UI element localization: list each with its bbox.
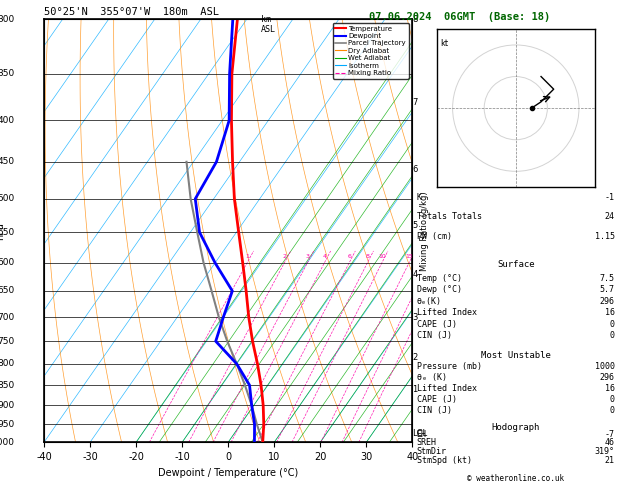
Text: θₑ (K): θₑ (K) xyxy=(416,373,447,382)
Text: CIN (J): CIN (J) xyxy=(416,331,452,340)
Text: CAPE (J): CAPE (J) xyxy=(416,395,457,404)
Text: 450: 450 xyxy=(0,157,14,166)
Text: 8: 8 xyxy=(365,254,369,259)
Text: 319°: 319° xyxy=(595,447,615,456)
Text: 46: 46 xyxy=(605,438,615,447)
Text: 550: 550 xyxy=(0,228,14,237)
X-axis label: Dewpoint / Temperature (°C): Dewpoint / Temperature (°C) xyxy=(158,468,298,478)
Text: 500: 500 xyxy=(0,194,14,203)
Text: 5.7: 5.7 xyxy=(600,285,615,294)
Text: -1: -1 xyxy=(605,192,615,202)
Text: 4: 4 xyxy=(323,254,326,259)
Text: 2: 2 xyxy=(282,254,286,259)
Text: SREH: SREH xyxy=(416,438,437,447)
Text: -7: -7 xyxy=(605,430,615,439)
Text: EH: EH xyxy=(416,430,426,439)
Text: Totals Totals: Totals Totals xyxy=(416,212,482,221)
Text: 6: 6 xyxy=(347,254,351,259)
Text: 1000: 1000 xyxy=(0,438,14,447)
Text: CAPE (J): CAPE (J) xyxy=(416,320,457,329)
Text: 4: 4 xyxy=(413,270,418,279)
Text: km
ASL: km ASL xyxy=(261,15,276,34)
Text: K: K xyxy=(416,192,421,202)
Text: hPa: hPa xyxy=(0,222,5,240)
Text: kt: kt xyxy=(440,39,448,48)
Text: 3: 3 xyxy=(306,254,309,259)
Text: Surface: Surface xyxy=(497,260,535,269)
Text: 650: 650 xyxy=(0,286,14,295)
Text: 5: 5 xyxy=(413,221,418,230)
Text: 0: 0 xyxy=(610,395,615,404)
Text: StmDir: StmDir xyxy=(416,447,447,456)
Legend: Temperature, Dewpoint, Parcel Trajectory, Dry Adiabat, Wet Adiabat, Isotherm, Mi: Temperature, Dewpoint, Parcel Trajectory… xyxy=(333,23,409,79)
Text: 350: 350 xyxy=(0,69,14,78)
Text: 1.15: 1.15 xyxy=(595,232,615,241)
Text: 750: 750 xyxy=(0,337,14,346)
Text: 1: 1 xyxy=(245,254,249,259)
Text: 0: 0 xyxy=(610,406,615,415)
Text: 3: 3 xyxy=(413,312,418,322)
Text: 950: 950 xyxy=(0,420,14,429)
Text: 21: 21 xyxy=(605,455,615,465)
Text: Pressure (mb): Pressure (mb) xyxy=(416,362,482,371)
Text: 07.06.2024  06GMT  (Base: 18): 07.06.2024 06GMT (Base: 18) xyxy=(369,12,550,22)
Text: Temp (°C): Temp (°C) xyxy=(416,274,462,283)
Text: 300: 300 xyxy=(0,15,14,24)
Text: 15: 15 xyxy=(405,254,413,259)
Text: θₑ(K): θₑ(K) xyxy=(416,296,442,306)
Text: 600: 600 xyxy=(0,259,14,267)
Text: LCL: LCL xyxy=(413,429,428,438)
Text: 850: 850 xyxy=(0,381,14,390)
Text: Mixing Ratio (g/kg): Mixing Ratio (g/kg) xyxy=(420,191,429,271)
Text: 0: 0 xyxy=(610,331,615,340)
Text: 50°25'N  355°07'W  180m  ASL: 50°25'N 355°07'W 180m ASL xyxy=(44,7,219,17)
Text: PW (cm): PW (cm) xyxy=(416,232,452,241)
Text: 0: 0 xyxy=(610,320,615,329)
Text: 2: 2 xyxy=(413,353,418,362)
Text: Lifted Index: Lifted Index xyxy=(416,308,477,317)
Text: 7: 7 xyxy=(413,98,418,107)
Text: Most Unstable: Most Unstable xyxy=(481,351,551,360)
Text: 900: 900 xyxy=(0,401,14,410)
Text: 400: 400 xyxy=(0,116,14,125)
Text: Lifted Index: Lifted Index xyxy=(416,384,477,393)
Text: 800: 800 xyxy=(0,359,14,368)
Text: 700: 700 xyxy=(0,312,14,322)
Text: 7.5: 7.5 xyxy=(600,274,615,283)
Text: 296: 296 xyxy=(600,296,615,306)
Text: 8: 8 xyxy=(413,15,418,24)
Text: © weatheronline.co.uk: © weatheronline.co.uk xyxy=(467,474,564,483)
Text: CIN (J): CIN (J) xyxy=(416,406,452,415)
Text: 1: 1 xyxy=(413,385,418,394)
Text: 24: 24 xyxy=(605,212,615,221)
Text: 10: 10 xyxy=(378,254,386,259)
Text: StmSpd (kt): StmSpd (kt) xyxy=(416,455,472,465)
Text: 296: 296 xyxy=(600,373,615,382)
Text: 16: 16 xyxy=(605,308,615,317)
Text: Hodograph: Hodograph xyxy=(492,423,540,432)
Text: 6: 6 xyxy=(413,165,418,174)
Text: 16: 16 xyxy=(605,384,615,393)
Text: 1000: 1000 xyxy=(595,362,615,371)
Text: Dewp (°C): Dewp (°C) xyxy=(416,285,462,294)
